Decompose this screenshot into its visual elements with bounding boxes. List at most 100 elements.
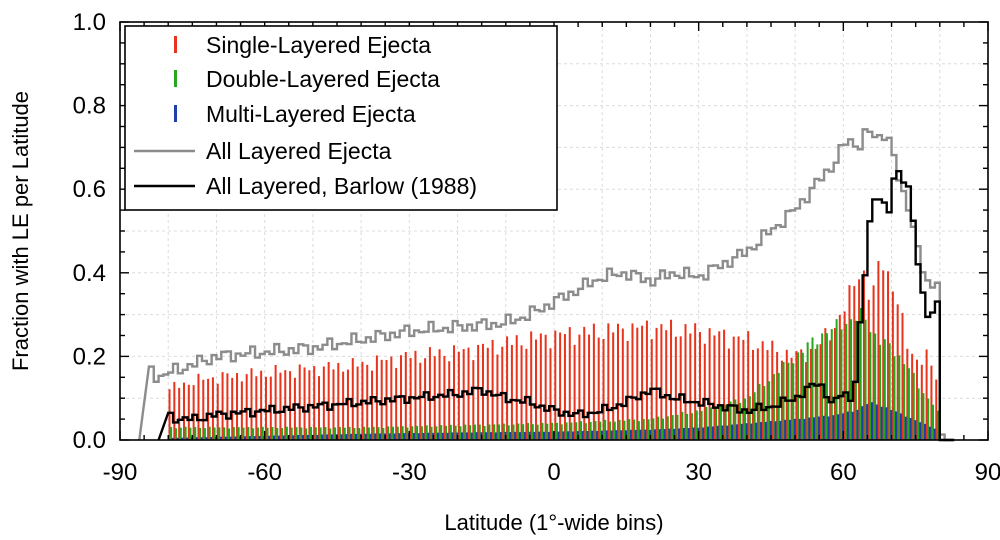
bar-multi (509, 432, 512, 440)
lines (138, 128, 955, 442)
bar-double (874, 333, 877, 440)
bar-double (816, 344, 819, 440)
bar-double (517, 423, 520, 440)
legend-box (124, 25, 558, 211)
bar-double (840, 329, 843, 440)
bar-single (790, 357, 793, 440)
bar-double (551, 422, 554, 440)
bar-multi (605, 430, 608, 440)
x-tick-label: -30 (392, 459, 427, 486)
bar-multi (634, 429, 637, 440)
bar-single (679, 336, 682, 440)
bar-single (766, 350, 769, 440)
bar-multi (750, 423, 753, 440)
bar-double (252, 428, 255, 440)
bar-single (588, 334, 591, 440)
bar-multi (591, 430, 594, 440)
x-tick-label: 30 (685, 459, 712, 486)
bar-single (173, 381, 176, 440)
bar-double (690, 413, 693, 440)
bar-single (221, 372, 224, 440)
bar-single (371, 370, 374, 440)
bar-multi (258, 435, 261, 440)
bar-double (652, 418, 655, 440)
bar-multi (885, 407, 888, 440)
bar-single (318, 376, 321, 440)
bar-single (563, 334, 566, 440)
bar-single (935, 379, 938, 440)
bar-single (602, 339, 605, 440)
bar-multi (210, 437, 213, 440)
bar-multi (760, 422, 763, 440)
bar-single (211, 377, 214, 440)
legend: Single-Layered Ejecta Double-Layered Eje… (124, 25, 558, 211)
bar-single (780, 360, 783, 440)
bar-single (250, 368, 253, 440)
bar-multi (875, 404, 878, 440)
bar-single (684, 324, 687, 440)
bar-single (428, 347, 431, 440)
bar-double (329, 428, 332, 440)
y-tick-label: 0.8 (73, 93, 106, 120)
bar-single (930, 365, 933, 440)
bar-multi (490, 432, 493, 440)
bar-multi (388, 433, 391, 440)
bar-multi (297, 435, 300, 440)
bar-double (493, 424, 496, 440)
bar-single (187, 384, 190, 440)
bar-double (445, 425, 448, 440)
bar-single (776, 351, 779, 440)
bar-multi (731, 424, 734, 440)
y-tick-label: 0.2 (73, 343, 106, 370)
bar-multi (195, 437, 198, 440)
bar-double (247, 427, 250, 440)
bar-multi (846, 411, 849, 440)
bar-multi (649, 429, 652, 440)
bar-multi (668, 428, 671, 440)
bar-double (734, 399, 737, 440)
bar-multi (687, 428, 690, 440)
bar-multi (547, 431, 550, 440)
bar-double (189, 427, 192, 440)
bar-double (440, 425, 443, 440)
bar-multi (861, 406, 864, 440)
bar-single (843, 311, 846, 440)
bar-single (732, 336, 735, 440)
bar-single (713, 335, 716, 440)
bar-single (703, 343, 706, 440)
bar-multi (441, 432, 444, 440)
bar-single (462, 349, 465, 440)
bar-multi (673, 428, 676, 440)
bar-double (739, 402, 742, 440)
bar-single (809, 348, 812, 440)
bar-double (232, 426, 235, 440)
bar-double (835, 319, 838, 440)
y-tick-label: 0.4 (73, 260, 106, 287)
bar-double (570, 422, 573, 440)
bar-double (758, 383, 761, 440)
bar-multi (350, 433, 353, 440)
bar-double (657, 416, 660, 440)
bar-multi (181, 437, 184, 440)
bar-single (448, 361, 451, 440)
bar-single (293, 377, 296, 440)
bar-double (396, 426, 399, 440)
bar-double (194, 427, 197, 440)
legend-swatch-single (174, 36, 177, 53)
bar-double (411, 426, 414, 440)
bar-double (300, 427, 303, 440)
legend-label-barlow: All Layered, Barlow (1988) (206, 173, 477, 199)
bar-multi (726, 425, 729, 440)
bar-double (522, 424, 525, 440)
bar-multi (914, 420, 917, 440)
bar-double (338, 426, 341, 440)
bar-single (877, 260, 880, 440)
bar-single (670, 319, 673, 440)
bar-double (883, 339, 886, 440)
ticks (119, 21, 989, 441)
bar-double (637, 421, 640, 440)
bar-double (387, 426, 390, 440)
bar-multi (234, 436, 237, 440)
bar-double (464, 424, 467, 440)
bar-double (449, 424, 452, 440)
